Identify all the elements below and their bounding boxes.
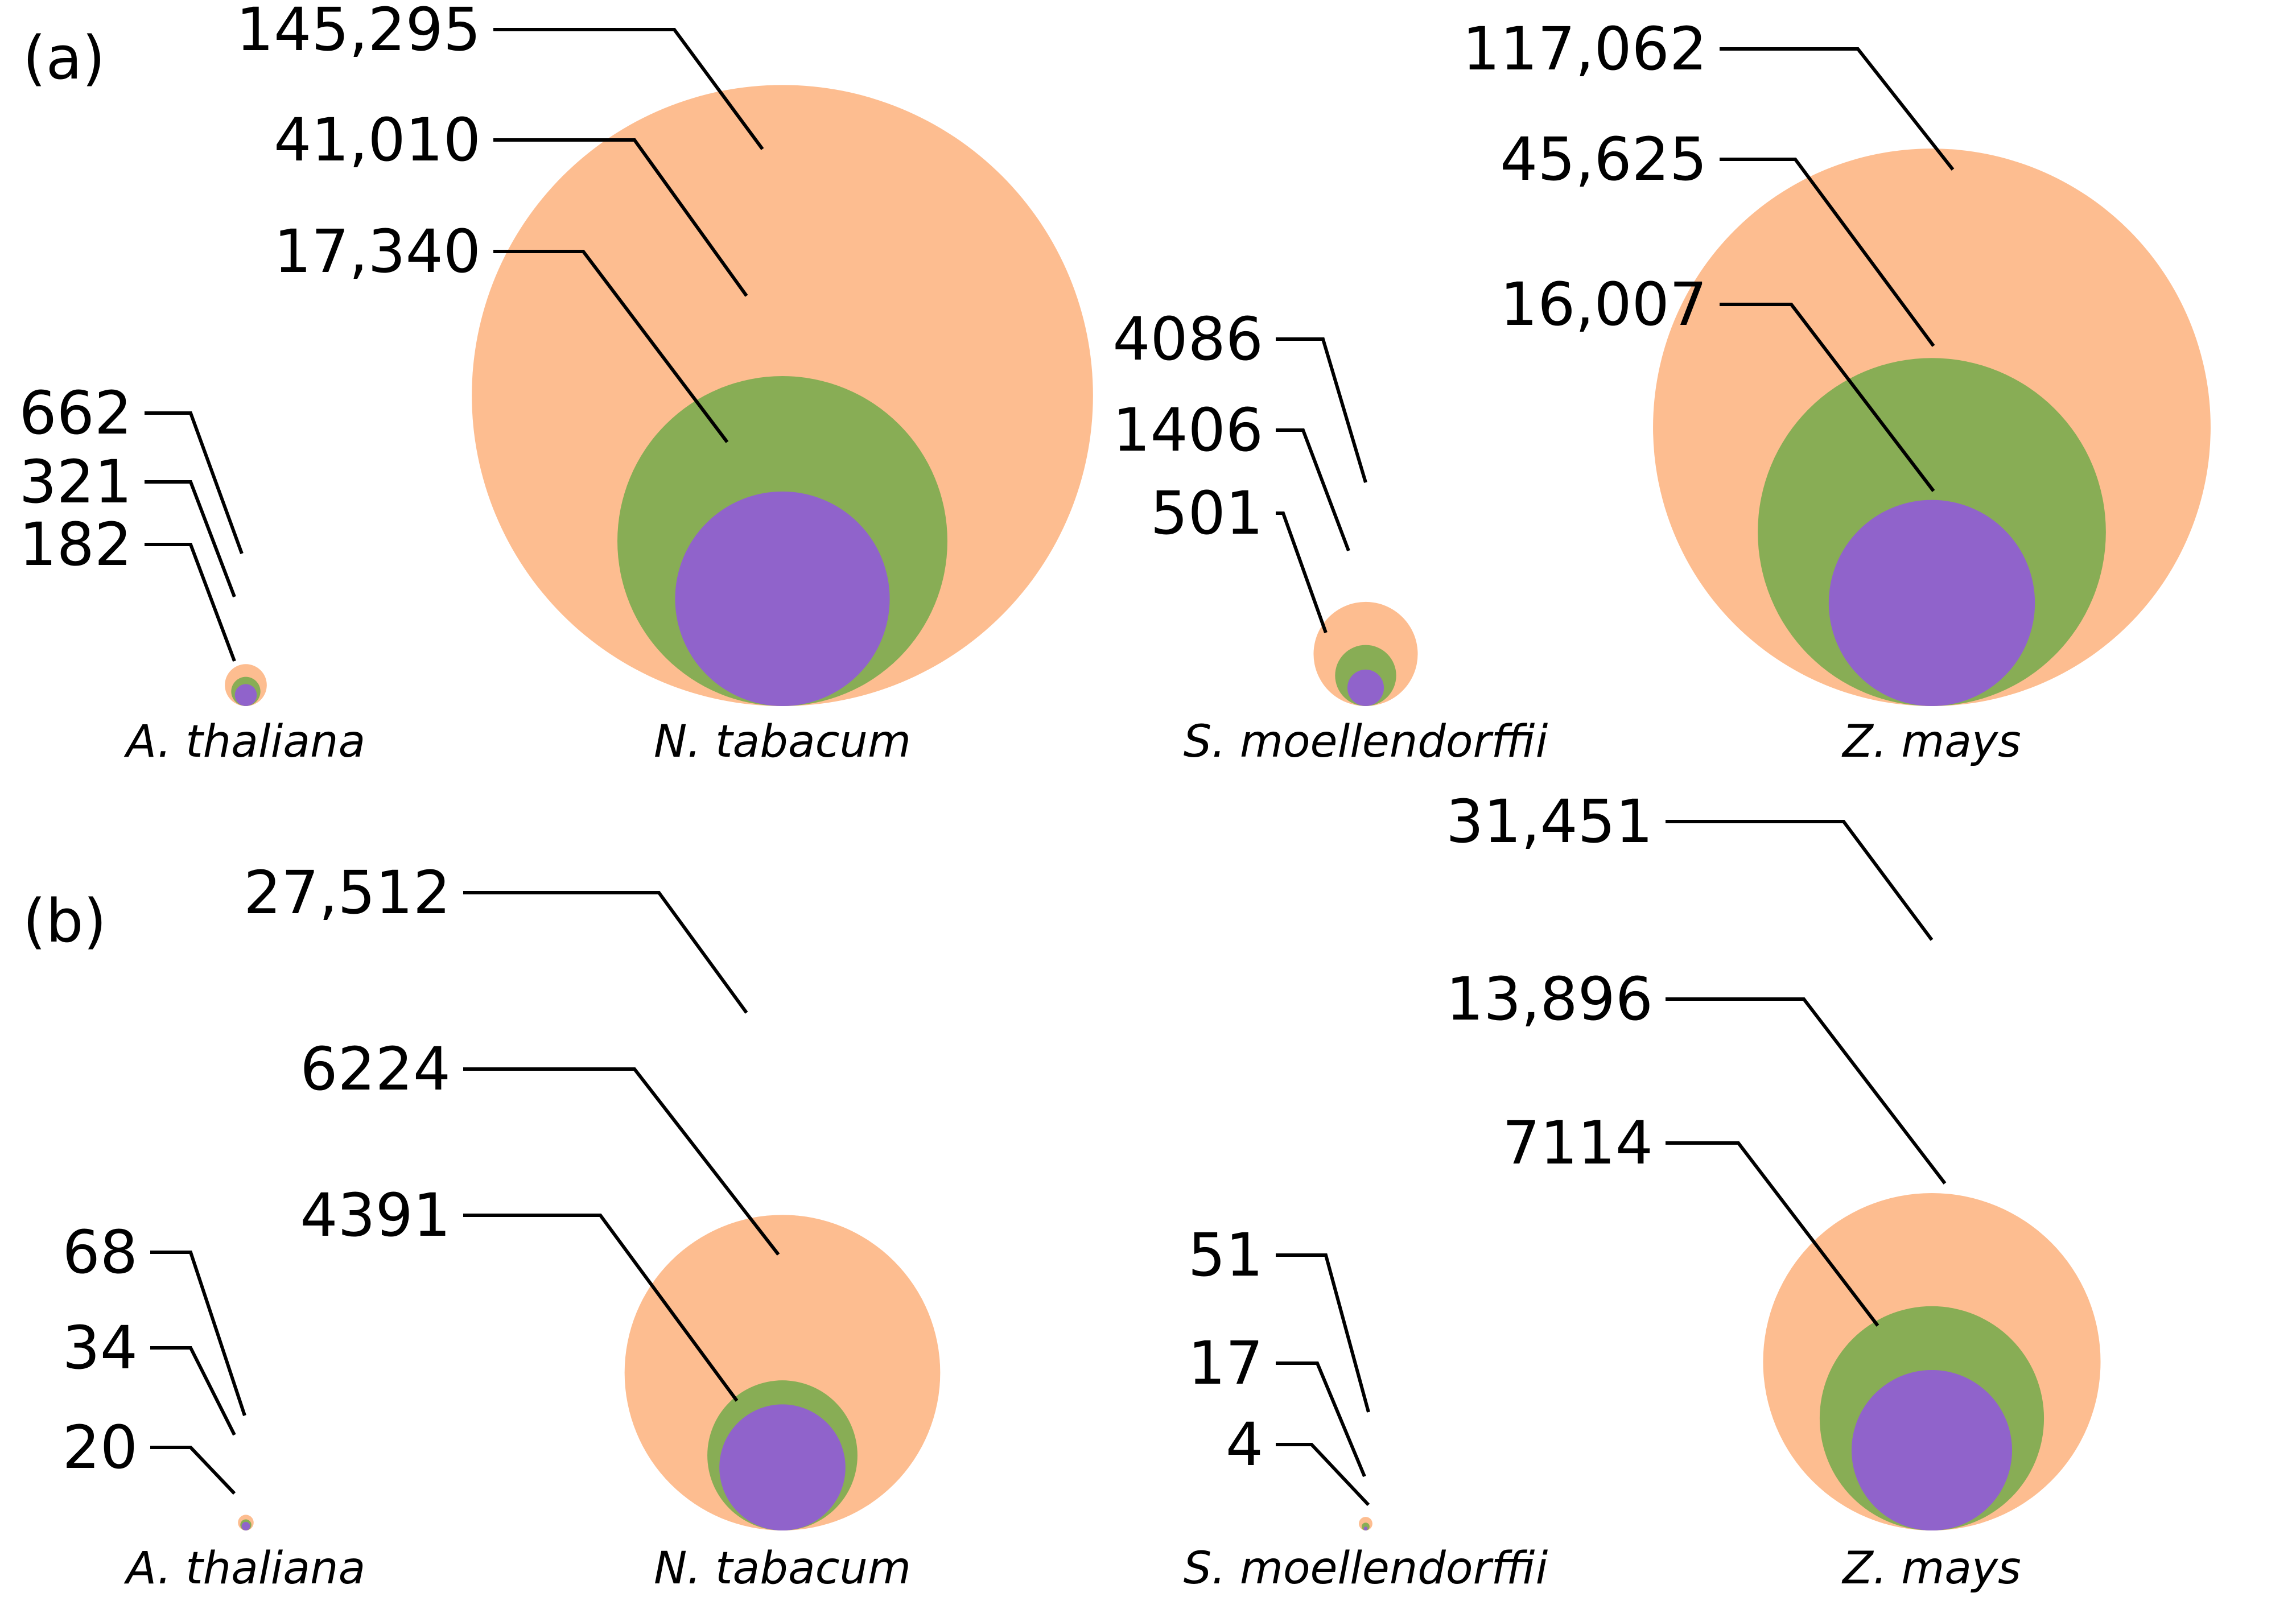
value-label: 4391 [300,1181,451,1250]
value-label: 117,062 [1462,14,1707,84]
circle-inner [1347,669,1384,706]
leader-line [1276,428,1350,552]
circle-inner [1363,1526,1368,1530]
leader-line [1720,158,1935,347]
circle-middle [1362,1523,1370,1530]
circle-inner [675,491,890,706]
value-label: 4086 [1112,304,1263,374]
species-label: N. tabacum [654,1543,911,1594]
panel-b-label: (b) [23,886,106,956]
value-label: 321 [19,447,132,517]
species-label: S. moellendorffii [1184,716,1548,768]
value-label: 51 [1188,1220,1263,1290]
value-label: 27,512 [244,858,451,927]
leader-line [150,1251,246,1416]
leader-line [150,1346,236,1436]
value-label: 182 [19,510,132,579]
value-label: 145,295 [236,0,481,64]
value-label: 20 [63,1413,138,1482]
group-z-mays: 117,062 45,625 16,007 Z. mays [1462,14,2211,768]
value-label: 17,340 [274,217,481,286]
circle-outer [624,1215,941,1530]
value-label: 45,625 [1500,125,1707,194]
leader-line [493,28,764,150]
circle-inner [1828,500,2035,706]
value-label: 662 [19,378,132,448]
value-label: 17 [1188,1328,1263,1398]
value-label: 7114 [1502,1108,1653,1178]
leader-line [1276,1443,1370,1507]
value-label: 16,007 [1500,270,1707,339]
value-label: 41,010 [274,105,481,175]
value-label: 31,451 [1446,787,1653,856]
leader-line [463,1067,780,1256]
leader-line [463,1214,739,1402]
circle-inner [1851,1369,2013,1530]
species-label: A. thaliana [123,716,366,768]
leader-line [493,250,729,443]
group-n-tabacum: 145,295 41,010 17,340 N. tabacum [236,0,1093,768]
leader-line [493,138,748,297]
group-n-tabacum: 27,512 6224 4391 N. tabacum [244,858,941,1594]
species-label: A. thaliana [123,1543,366,1594]
leader-line [1666,997,1947,1185]
value-label: 501 [1150,478,1263,548]
circle-inner [719,1404,846,1530]
value-label: 1406 [1112,395,1263,465]
value-label: 13,896 [1446,964,1653,1034]
leader-line [1666,820,1934,941]
species-label: N. tabacum [654,716,911,768]
leader-line [1276,511,1328,634]
species-label: Z. mays [1841,716,2021,768]
leader-line [1666,1141,1879,1327]
value-label: 6224 [300,1034,451,1104]
group-a-thaliana: 68 34 20 A. thaliana [63,1218,366,1594]
leader-line [145,480,236,598]
leader-line [1720,303,1935,492]
panel-a-label: (a) [23,23,105,93]
panel-b: (b) 68 34 20 A. thaliana 27,512 6224 4391 N. ta… [23,787,2101,1594]
circle-inner [241,1522,250,1531]
value-label: 68 [63,1218,138,1287]
group-z-mays: 31,451 13,896 7114 Z. mays [1446,787,2101,1594]
group-s-moellendorffii: 51 17 4 S. moellendorffii [1184,1220,1548,1594]
leader-line [1720,47,1955,171]
leader-line [1276,1253,1370,1413]
species-label: Z. mays [1841,1543,2021,1594]
leader-line [463,891,748,1014]
species-label: S. moellendorffii [1184,1543,1548,1594]
leader-line [145,411,244,555]
value-label: 34 [63,1313,138,1383]
group-s-moellendorffii: 4086 1406 501 S. moellendorffii [1112,304,1548,768]
value-label: 4 [1226,1410,1263,1479]
leader-line [1276,337,1367,483]
leader-line [1276,1361,1366,1478]
leader-line [145,543,236,662]
circle-inner [234,684,257,706]
leader-line [150,1446,236,1495]
